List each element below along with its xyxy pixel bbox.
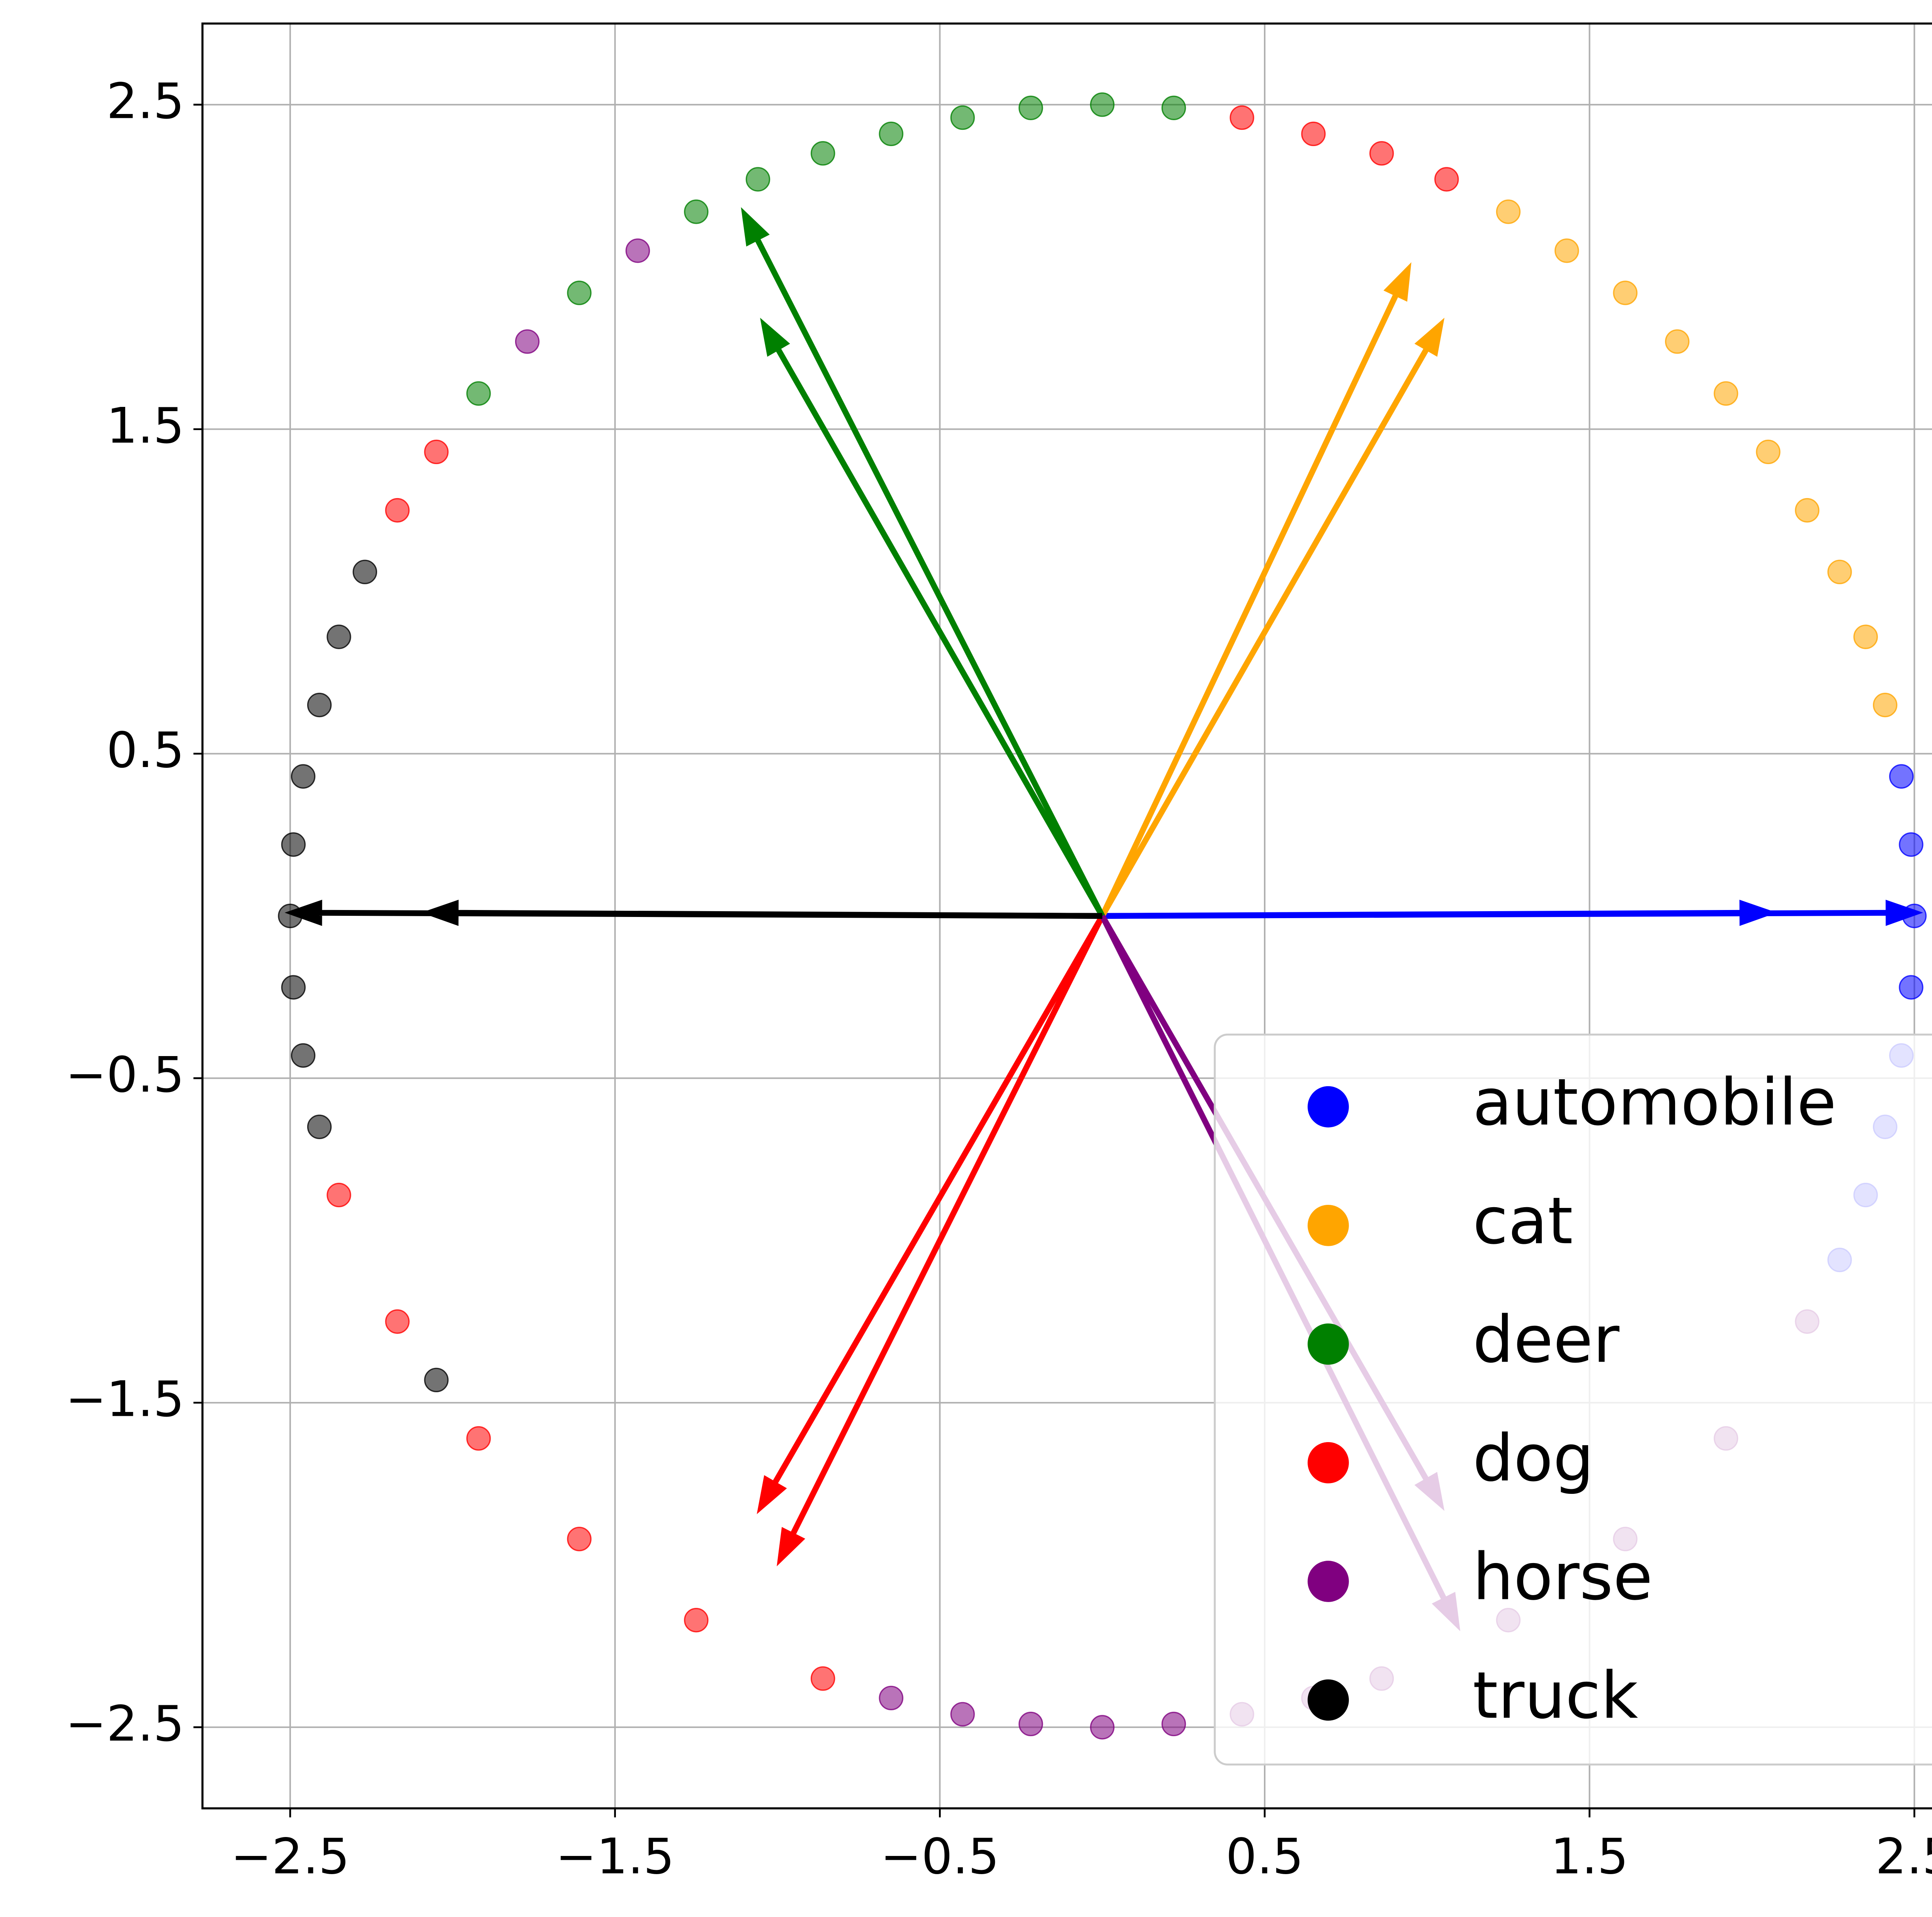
point <box>281 975 306 1000</box>
point <box>1161 1711 1186 1737</box>
point <box>1018 95 1043 120</box>
point <box>1714 381 1738 406</box>
y-tick-label: 2.5 <box>107 73 185 130</box>
legend-marker <box>1308 1086 1349 1128</box>
point <box>950 1702 975 1726</box>
point <box>307 1114 332 1139</box>
point <box>684 199 709 224</box>
point <box>1090 92 1115 117</box>
legend: automobile cat deer dog horse truck <box>1214 1033 1932 1766</box>
point <box>307 692 332 718</box>
point <box>567 281 592 305</box>
arrow <box>741 207 1105 917</box>
y-tick-label: 0.5 <box>107 721 185 779</box>
legend-marker <box>1308 1561 1349 1602</box>
x-tick-label: 2.5 <box>1876 1828 1932 1885</box>
point <box>1853 624 1878 649</box>
point <box>1090 1715 1115 1740</box>
point <box>466 381 491 406</box>
legend-marker <box>1308 1442 1349 1483</box>
legend-label: truck <box>1473 1658 1638 1733</box>
point <box>327 1182 351 1208</box>
point <box>291 764 316 789</box>
x-tick-label: −2.5 <box>231 1828 350 1885</box>
point <box>879 121 903 146</box>
point <box>291 1043 316 1068</box>
point <box>385 1309 410 1334</box>
point <box>1434 167 1459 192</box>
point <box>810 1666 835 1691</box>
point <box>1161 95 1186 120</box>
x-tick-label: −0.5 <box>880 1828 999 1885</box>
point <box>1889 764 1914 789</box>
y-tick-label: −0.5 <box>65 1046 184 1103</box>
point <box>1369 141 1394 166</box>
ticks: −2.5 −1.5 −0.5 0.5 1.5 2.5 −2.5 −1.5 −0.5 0.5 1.5 2… <box>65 73 1932 1885</box>
point <box>1795 498 1820 523</box>
point <box>810 141 835 166</box>
point <box>950 105 975 130</box>
y-tick-label: −1.5 <box>65 1371 184 1428</box>
point <box>1613 281 1638 305</box>
y-tick-label: 1.5 <box>107 397 185 454</box>
point <box>424 1368 449 1392</box>
point <box>1899 975 1923 1000</box>
legend-label: horse <box>1473 1539 1653 1614</box>
x-tick-label: 1.5 <box>1551 1828 1629 1885</box>
x-tick-label: −1.5 <box>556 1828 675 1885</box>
point <box>684 1608 709 1633</box>
point <box>1827 560 1852 584</box>
arrow <box>1099 262 1412 917</box>
arrow <box>757 914 1105 1514</box>
point <box>1756 439 1781 464</box>
point <box>327 624 351 649</box>
arrow <box>421 900 1102 926</box>
point <box>1018 1711 1043 1737</box>
arrow <box>777 915 1105 1567</box>
point <box>466 1426 491 1451</box>
legend-label: deer <box>1473 1302 1619 1377</box>
legend-marker <box>1308 1679 1349 1721</box>
point <box>1665 329 1690 354</box>
y-tick-label: −2.5 <box>65 1695 184 1752</box>
point <box>745 167 770 192</box>
legend-marker <box>1308 1323 1349 1365</box>
plot-frame <box>201 22 1932 1810</box>
point <box>515 329 540 354</box>
point <box>1872 692 1898 718</box>
point <box>625 238 650 263</box>
legend-label: dog <box>1473 1421 1594 1496</box>
point <box>1301 121 1326 146</box>
point <box>281 832 306 857</box>
point <box>1230 105 1254 130</box>
point <box>352 560 378 584</box>
legend-frame <box>1214 1033 1932 1766</box>
arrow <box>1100 318 1445 918</box>
arrow <box>760 318 1105 918</box>
point <box>385 498 410 523</box>
arrow <box>1102 900 1923 926</box>
point <box>1496 199 1521 224</box>
point <box>567 1527 592 1551</box>
legend-label: automobile <box>1473 1065 1836 1140</box>
point <box>1554 238 1579 263</box>
x-tick-label: 0.5 <box>1226 1828 1304 1885</box>
legend-marker <box>1308 1204 1349 1246</box>
point <box>424 439 449 464</box>
point <box>879 1686 903 1710</box>
point <box>1899 832 1923 857</box>
legend-label: cat <box>1473 1184 1573 1259</box>
